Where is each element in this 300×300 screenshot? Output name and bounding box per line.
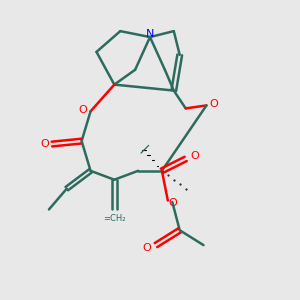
Text: O: O [79, 105, 88, 115]
Text: =CH₂: =CH₂ [103, 214, 126, 223]
Text: O: O [190, 151, 199, 161]
Text: N: N [146, 29, 154, 39]
Text: O: O [40, 139, 49, 149]
Text: O: O [209, 99, 218, 109]
Text: O: O [143, 243, 152, 253]
Text: O: O [168, 199, 177, 208]
